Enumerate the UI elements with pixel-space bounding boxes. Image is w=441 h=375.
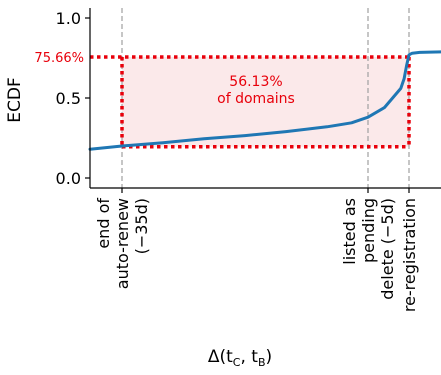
x-tick-label-1: listed aspendingdelete (−5d) [340,198,397,300]
y-axis-label: ECDF [5,77,25,122]
y-tick-label-1: 0.5 [56,89,81,108]
x-axis-label: Δ(tC, tB) [208,347,272,369]
y-tick-label-2: 1.0 [56,9,81,28]
x-tick-label-2: re-registration [400,198,419,312]
highlight-high-label: 75.66% [34,51,84,66]
highlight-annotation: 56.13% of domains [217,74,295,107]
y-tick-label-0: 0.0 [56,169,81,188]
ecdf-series-line-0 [88,50,441,151]
y-axis: ECDF [5,77,25,122]
highlight-region [122,56,409,147]
x-tick-label-0: end ofauto-renew(−35d) [94,198,151,290]
